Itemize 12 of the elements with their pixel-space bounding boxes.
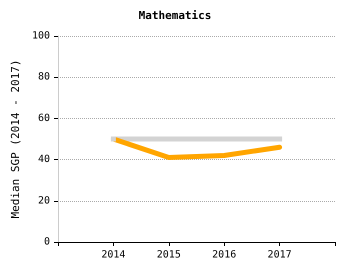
y-tick-label: 80	[38, 72, 50, 83]
y-tick-label: 40	[38, 154, 50, 166]
y-tick-label: 0	[44, 236, 50, 248]
y-tick-label: 20	[38, 195, 50, 206]
y-axis-title: Median SGP (2014 - 2017)	[9, 60, 22, 218]
x-tick-label: 2014	[101, 250, 126, 260]
x-tick-label: 2015	[156, 250, 181, 260]
x-tick-label: 2016	[212, 250, 236, 260]
y-tick-label: 60	[38, 112, 50, 124]
chart-title: Mathematics	[138, 9, 212, 22]
y-tick-label: 100	[32, 30, 50, 42]
x-tick-label: 2017	[268, 250, 292, 260]
